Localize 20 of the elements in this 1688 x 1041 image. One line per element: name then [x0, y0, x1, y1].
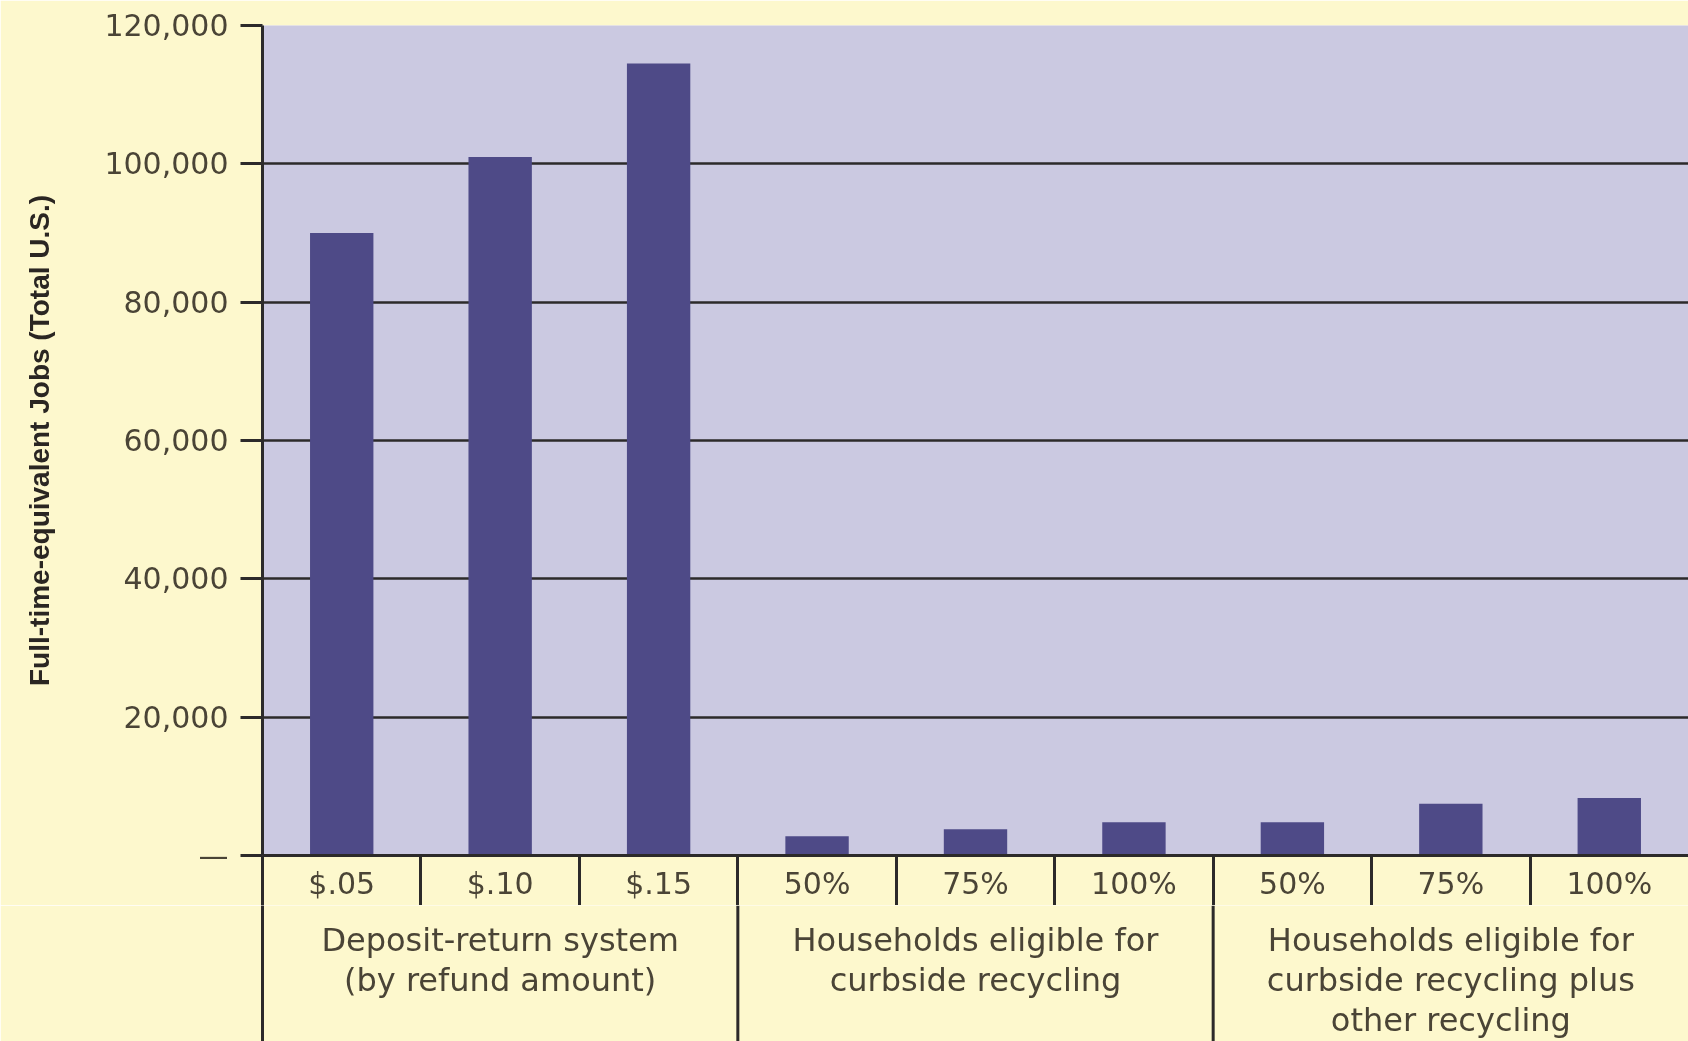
y-axis-title: Full-time-equivalent Jobs (Total U.S.) [24, 194, 56, 687]
y-tick-label: 100,000 [104, 146, 229, 182]
x-tick-label: $.15 [625, 865, 693, 901]
text: Households eligible for curbside recycling [792, 920, 1160, 999]
text: Households eligible for curbside recycling plus other recycling [1266, 920, 1635, 1039]
x-tick-label: 50% [783, 865, 851, 901]
y-tick-label: 80,000 [123, 284, 229, 320]
y-tick-label: 20,000 [123, 699, 229, 735]
x-tick-label: 75% [1417, 865, 1485, 901]
x-tick-label: $.10 [466, 865, 534, 901]
y-tick-label: — [198, 838, 229, 873]
y-tick-label: 60,000 [123, 423, 229, 458]
x-tick-label: $.05 [308, 865, 376, 901]
x-tick-label: 100% [1091, 865, 1177, 901]
x-tick-label: 50% [1259, 865, 1326, 901]
y-tick-label: 40,000 [123, 561, 229, 597]
x-tick-label: 100% [1566, 865, 1653, 901]
text: Deposit-return system (by refund amount) [321, 920, 679, 999]
y-tick-label: 120,000 [104, 8, 229, 43]
x-tick-label: 75% [942, 865, 1009, 901]
